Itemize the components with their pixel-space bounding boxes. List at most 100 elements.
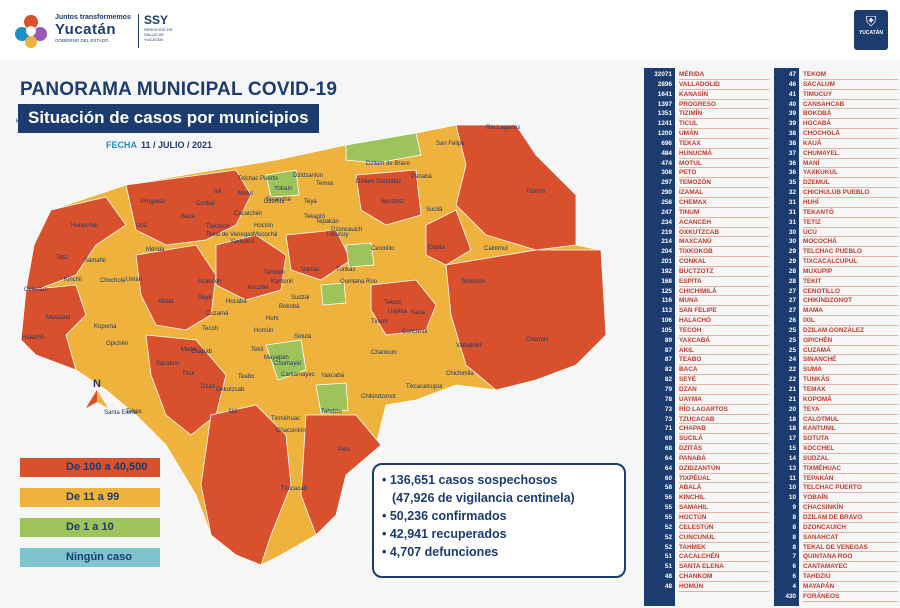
region-tizimin	[455, 124, 577, 251]
municipality-name: TIXKOKOB	[679, 247, 769, 258]
map-regions	[20, 124, 607, 566]
map-label: Dzemul	[264, 199, 284, 205]
municipality-count: 31	[788, 208, 796, 216]
region-izamal	[285, 229, 352, 281]
map-labels: Río Lagartos San Felipe Dzilam de Bravo Dzi…	[16, 119, 548, 492]
municipality-name: CHICHULUB PUEBLO	[803, 188, 898, 198]
municipality-count: 51	[664, 563, 672, 571]
municipality-count: 40	[788, 100, 796, 108]
region-tekax	[200, 404, 292, 566]
map-label: Seyé	[198, 295, 212, 301]
map-label: Tixméhuac	[271, 416, 300, 422]
municipality-name: MAXCANÚ	[679, 237, 769, 248]
municipality-name: CHICHIMILÁ	[679, 287, 769, 297]
municipality-name: CHIKINDZONOT	[803, 296, 898, 307]
municipality-count: 18	[788, 425, 796, 433]
municipality-counts-left: 32071 2896 1641 1397 1351 1241 1200 696 484 474 30…	[644, 68, 675, 606]
municipality-count: 82	[664, 376, 672, 384]
map-label: Izamal	[301, 267, 319, 273]
map-label: Mocochá	[253, 232, 278, 238]
municipality-name: HUHÍ	[803, 198, 898, 208]
map-label: Temozón	[461, 279, 485, 285]
map-label: Samahil	[84, 258, 106, 264]
map-label: Cuzamá	[206, 311, 229, 317]
map-label: Umán	[126, 277, 142, 283]
municipality-count: 22	[788, 376, 796, 384]
municipality-count: 247	[661, 208, 672, 216]
municipality-count: 192	[661, 267, 672, 275]
municipality-count: 9	[792, 504, 796, 512]
north-label: N	[93, 378, 101, 390]
map-label: Halachó	[22, 335, 45, 341]
municipality-name: BUCTZOTZ	[679, 267, 769, 277]
municipality-name: FORÁNEOS	[803, 592, 898, 602]
map-label: Cenotillo	[371, 246, 395, 252]
region-sanahcat	[320, 282, 347, 306]
municipality-name: TELCHAC PUERTO	[803, 483, 898, 494]
municipality-name: IZAMAL	[679, 188, 769, 198]
municipality-counts-right: 47 46 41 40 39 39 38 38 37 36 36 35 32 31 31 31 30 30 29 29…	[774, 68, 799, 606]
map-legend: De 100 a 40,500 De 11 a 99 De 1 a 10 Nin…	[20, 458, 220, 578]
municipality-count: 51	[664, 553, 672, 561]
municipality-name: CHAPAB	[679, 424, 769, 435]
map-label: Huhí	[266, 316, 279, 322]
municipality-count: 68	[664, 445, 672, 453]
map-label: Tepakán	[316, 219, 339, 225]
page-subtitle: Situación de casos por municipios	[18, 104, 319, 133]
municipality-count: 1241	[657, 120, 672, 128]
map-label: Chacsinkín	[276, 428, 306, 434]
gov-subtitle: GOBIERNO DEL ESTADO	[55, 38, 109, 43]
municipality-name: MOCOCHÁ	[803, 237, 898, 248]
municipality-name: DZILAM GONZÁLEZ	[803, 326, 898, 336]
map-label: Kaua	[411, 310, 426, 316]
municipality-name: CACALCHÉN	[679, 552, 769, 563]
municipality-name: DZITÁS	[679, 444, 769, 454]
municipality-name: IXIL	[803, 316, 898, 326]
municipality-names-right: TEKOM SACALUM TIMUCUY CANSAHCAB BOKOBÁ HOCABÁ…	[803, 68, 898, 602]
municipality-count: 71	[664, 425, 672, 433]
map-label: Cacalchén	[234, 211, 262, 217]
map-label: Calotmul	[484, 246, 508, 252]
municipality-count: 87	[664, 356, 672, 364]
map-label: Yaxcabá	[321, 373, 345, 379]
map-label: Tecoh	[202, 326, 218, 332]
ssy-subtitle: SERVICIOS DE SALUD DE YUCATÁN	[144, 27, 173, 42]
municipality-name: PROGRESO	[679, 100, 769, 110]
municipality-name: OPICHÉN	[803, 336, 898, 346]
municipality-name: TINUM	[679, 208, 769, 218]
municipality-count: 1351	[657, 110, 672, 118]
municipality-count: 430	[785, 592, 796, 600]
municipality-count: 47	[788, 71, 796, 78]
map-label: Mérida	[146, 247, 165, 253]
municipality-count: 58	[664, 484, 672, 492]
municipality-count: 20	[788, 405, 796, 413]
municipality-name: YAXKUKUL	[803, 168, 898, 179]
municipality-count: 79	[664, 386, 672, 393]
yucatan-logo-icon	[15, 15, 47, 48]
map-label: Sinanché	[266, 197, 292, 203]
map-label: Ixil	[214, 189, 221, 195]
municipality-count: 36	[788, 169, 796, 177]
municipality-count: 258	[661, 198, 672, 206]
municipality-name: SEYÉ	[679, 375, 769, 385]
municipality-count: 1200	[657, 130, 672, 138]
state-seal-badge: ⛨ YUCATÁN	[854, 10, 888, 50]
legend-swatch-none	[20, 548, 160, 567]
municipality-name: PETO	[679, 168, 769, 179]
map-label: Conkal	[196, 201, 215, 207]
municipality-name: SANAHCAT	[803, 533, 898, 543]
municipality-count: 48	[664, 582, 672, 590]
municipality-name: CANTAMAYEC	[803, 562, 898, 573]
map-label: Uayma	[388, 309, 408, 315]
municipality-count: 73	[664, 405, 672, 413]
municipality-count: 39	[788, 120, 796, 128]
municipality-count: 39	[788, 110, 796, 118]
map-label: Chankom	[371, 350, 397, 356]
municipality-count: 297	[661, 179, 672, 187]
municipality-count: 214	[661, 238, 672, 246]
legend-label-medium: De 11 a 99	[66, 491, 120, 503]
map-label: Motul	[238, 191, 253, 197]
map-label: Dzilam González	[356, 179, 401, 185]
municipality-count: 8	[792, 533, 796, 541]
municipality-count: 1397	[657, 100, 672, 108]
